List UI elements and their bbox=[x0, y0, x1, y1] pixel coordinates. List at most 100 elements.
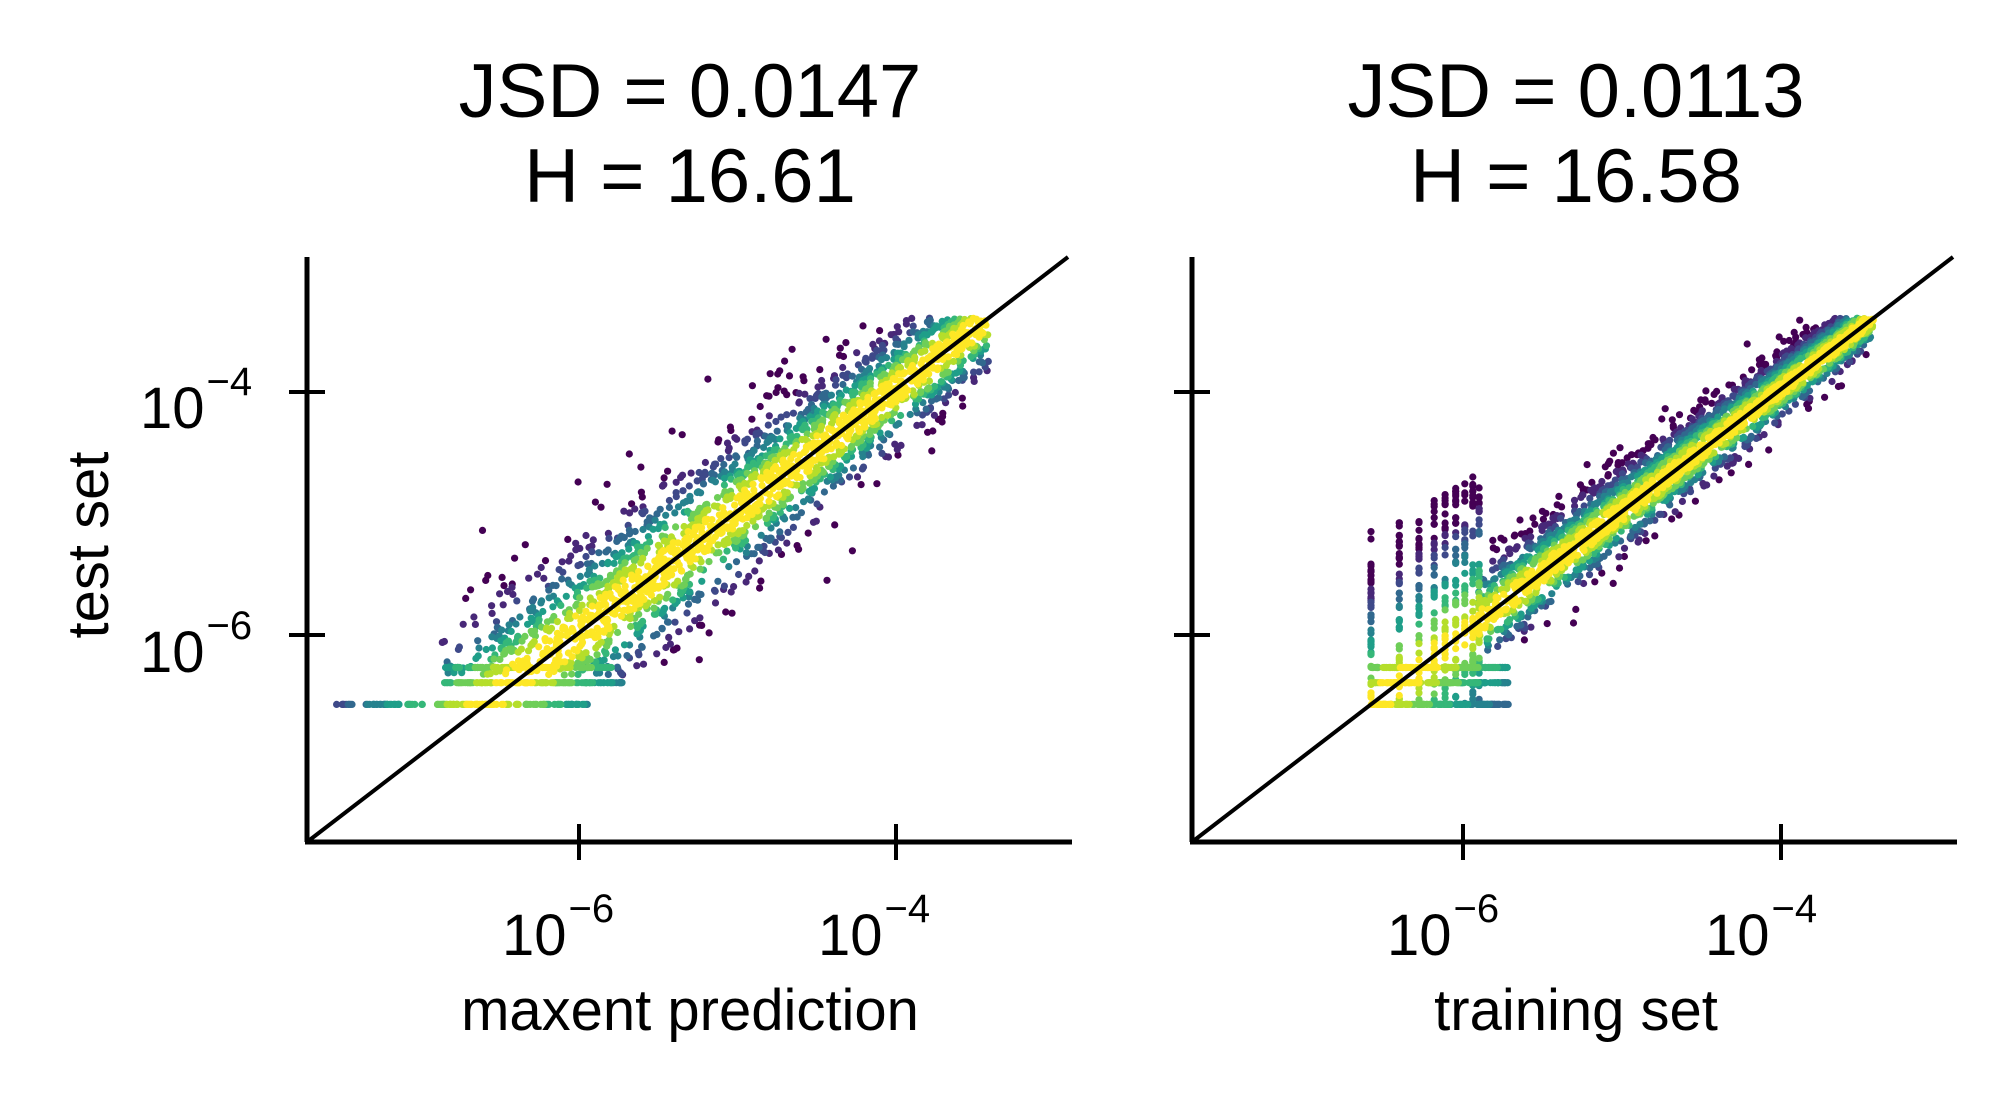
panel-2-point bbox=[1651, 532, 1658, 539]
panel-1-point bbox=[727, 427, 734, 434]
panel-2-point bbox=[1452, 520, 1459, 527]
panel-1-point bbox=[832, 382, 839, 389]
panel-1-point bbox=[472, 655, 479, 662]
panel-1-point bbox=[751, 567, 758, 574]
panel-1-x-axis-label: maxent prediction bbox=[461, 978, 919, 1043]
panel-1-point bbox=[883, 354, 890, 361]
panel-1-point bbox=[632, 528, 639, 535]
panel-training: JSD = 0.0113 H = 16.58 10−6 10−4 trainin… bbox=[1174, 49, 1957, 1043]
panel-1-point bbox=[588, 548, 595, 555]
panel-1-point bbox=[525, 575, 532, 582]
panel-1-point bbox=[725, 563, 732, 570]
panel-2-point bbox=[1558, 503, 1565, 510]
panel-2-point bbox=[1749, 423, 1756, 430]
panel-1-point bbox=[697, 489, 704, 496]
panel-2-point bbox=[1476, 582, 1483, 589]
panel-1-point bbox=[711, 587, 718, 594]
panel-1-point bbox=[710, 463, 717, 470]
panel-1-point bbox=[816, 366, 823, 373]
panel-1-point bbox=[781, 358, 788, 365]
panel-1-title-line-2: H = 16.61 bbox=[524, 134, 856, 219]
panel-1-point bbox=[702, 459, 709, 466]
panel-1-point bbox=[720, 556, 727, 563]
panel-1-point bbox=[685, 601, 692, 608]
panel-2-point bbox=[1572, 606, 1579, 613]
panel-2-point bbox=[1744, 340, 1751, 347]
panel-2-point bbox=[1396, 522, 1403, 529]
panel-1-point bbox=[686, 482, 693, 489]
panel-2-point bbox=[1494, 643, 1501, 650]
panel-1-point bbox=[565, 558, 572, 565]
panel-2-point bbox=[1605, 549, 1612, 556]
panel-1-point bbox=[859, 322, 866, 329]
panel-2-point bbox=[1424, 679, 1431, 686]
panel-2-point bbox=[1367, 630, 1374, 637]
panel-1-point bbox=[783, 540, 790, 547]
panel-2-title-line-1: JSD = 0.0113 bbox=[1347, 49, 1804, 134]
panel-1-point bbox=[653, 650, 660, 657]
panel-1-point bbox=[790, 524, 797, 531]
panel-2-point bbox=[1540, 516, 1547, 523]
panel-1-point bbox=[499, 574, 506, 581]
panel-1-point bbox=[831, 521, 838, 528]
panel-1-point bbox=[639, 493, 646, 500]
panel-2-point bbox=[1461, 529, 1468, 536]
panel-2-point bbox=[1396, 542, 1403, 549]
panel-1-point bbox=[509, 591, 516, 598]
panel-2-point bbox=[1442, 551, 1449, 558]
panel-1-point bbox=[687, 497, 694, 504]
panel-1-point bbox=[917, 388, 924, 395]
panel-1-point bbox=[686, 625, 693, 632]
panel-2-point bbox=[1415, 519, 1422, 526]
panel-1-point bbox=[470, 613, 477, 620]
panel-1-point bbox=[784, 529, 791, 536]
panel-1-point bbox=[474, 637, 481, 644]
panel-2-point bbox=[1573, 566, 1580, 573]
panel-1-point bbox=[549, 603, 556, 610]
panel-1-point bbox=[455, 646, 462, 653]
panel-2-point bbox=[1702, 387, 1709, 394]
panel-1-point bbox=[673, 479, 680, 486]
panel-2-point bbox=[1662, 405, 1669, 412]
panel-2-point bbox=[1476, 521, 1483, 528]
panel-2-point bbox=[1396, 596, 1403, 603]
panel-2-point bbox=[1604, 472, 1611, 479]
panel-1-point bbox=[639, 526, 646, 533]
panel-2-point bbox=[1489, 558, 1496, 565]
panel-2-point bbox=[1396, 554, 1403, 561]
panel-2-point bbox=[1610, 580, 1617, 587]
panel-1-point bbox=[582, 532, 589, 539]
panel-1-point bbox=[664, 468, 671, 475]
panel-2-point bbox=[1431, 594, 1438, 601]
panel-1-point bbox=[798, 509, 805, 516]
panel-2-point bbox=[1489, 537, 1496, 544]
panel-1-point bbox=[790, 410, 797, 417]
panel-1-point bbox=[576, 594, 583, 601]
panel-2-point bbox=[1545, 598, 1552, 605]
panel-2-point bbox=[1442, 582, 1449, 589]
panel-2-point bbox=[1431, 501, 1438, 508]
panel-2-point bbox=[1529, 514, 1536, 521]
panel-1-point bbox=[727, 495, 734, 502]
panel-1-title-line-1: JSD = 0.0147 bbox=[459, 49, 922, 134]
panel-1-point bbox=[708, 516, 715, 523]
panel-1-point bbox=[733, 558, 740, 565]
panel-2-point bbox=[1415, 536, 1422, 543]
panel-1-point bbox=[846, 473, 853, 480]
panel-1-point bbox=[775, 491, 782, 498]
panel-1-point bbox=[565, 649, 572, 656]
panel-2-point bbox=[1442, 497, 1449, 504]
panel-2-point bbox=[1469, 580, 1476, 587]
panel-2-point bbox=[1632, 524, 1639, 531]
panel-1-point bbox=[863, 359, 870, 366]
panel-2-point bbox=[1396, 626, 1403, 633]
panel-2-point bbox=[1570, 619, 1577, 626]
panel-1-point bbox=[908, 315, 915, 322]
panel-1-point bbox=[726, 454, 733, 461]
panel-1-point bbox=[604, 481, 611, 488]
panel-2-point bbox=[1679, 498, 1686, 505]
panel-1-point bbox=[671, 619, 678, 626]
panel-2-point bbox=[1461, 544, 1468, 551]
panel-1-point bbox=[860, 464, 867, 471]
